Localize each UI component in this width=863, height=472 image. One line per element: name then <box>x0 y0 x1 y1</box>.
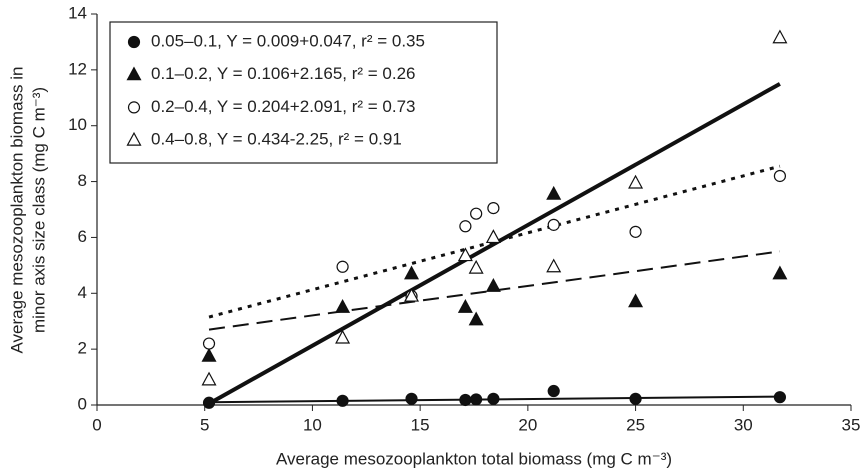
point <box>335 329 351 344</box>
point <box>547 218 560 231</box>
x-tick-label: 10 <box>303 415 322 434</box>
y-tick-label: 4 <box>78 283 87 302</box>
point <box>202 396 216 409</box>
point <box>629 225 642 238</box>
legend-label: 0.1–0.2, Y = 0.106+2.165, r² = 0.26 <box>151 64 416 83</box>
point <box>459 393 472 407</box>
point <box>468 259 484 274</box>
point <box>336 260 349 273</box>
x-tick-label: 35 <box>842 415 861 434</box>
legend: 0.05–0.1, Y = 0.009+0.047, r² = 0.35 0.1–… <box>109 21 498 164</box>
point <box>772 265 788 280</box>
point <box>126 131 142 146</box>
x-tick-label: 5 <box>200 415 209 434</box>
y-tick-label: 6 <box>78 227 87 246</box>
point <box>629 392 642 405</box>
point <box>127 101 141 114</box>
point <box>773 391 787 404</box>
y-tick-label: 2 <box>78 339 87 358</box>
y-axis-title: Average mesozooplankton biomass in minor… <box>7 67 48 354</box>
legend-label: 0.05–0.1, Y = 0.009+0.047, r² = 0.35 <box>151 31 425 50</box>
y-tick-label: 14 <box>68 3 87 22</box>
y-tick-label: 8 <box>78 171 87 190</box>
point <box>468 311 484 326</box>
point <box>127 35 141 49</box>
point <box>487 392 500 405</box>
legend-box <box>109 21 498 164</box>
x-axis-title: Average mesozooplankton total biomass (m… <box>276 449 672 468</box>
point <box>485 229 501 244</box>
point <box>405 392 418 405</box>
x-tick-label: 20 <box>518 415 537 434</box>
legend-label: 0.4–0.8, Y = 0.434-2.25, r² = 0.91 <box>151 130 402 149</box>
point <box>457 298 473 313</box>
point <box>201 371 217 386</box>
point <box>459 220 472 233</box>
point <box>202 337 216 350</box>
x-tick-label: 15 <box>411 415 430 434</box>
y-axis-title-line: minor axis size class (mg C m⁻³) <box>29 87 48 333</box>
point <box>404 287 420 302</box>
y-tick-label: 10 <box>68 115 87 134</box>
point <box>470 207 483 220</box>
point <box>773 169 787 183</box>
y-tick-label: 0 <box>78 394 87 413</box>
point <box>547 384 560 398</box>
point <box>546 258 562 273</box>
y-axis-title-line: Average mesozooplankton biomass in <box>7 67 26 354</box>
fit-line <box>208 164 781 319</box>
y-tick-label: 12 <box>68 59 87 78</box>
point <box>126 66 142 81</box>
point <box>487 202 500 215</box>
point <box>470 393 483 406</box>
x-tick-label: 0 <box>92 415 101 434</box>
x-tick-label: 25 <box>626 415 645 434</box>
point <box>404 265 420 280</box>
point <box>772 29 788 44</box>
fit-line <box>208 82 781 406</box>
point <box>546 185 562 200</box>
point <box>335 298 351 313</box>
point <box>457 247 473 262</box>
legend-label: 0.2–0.4, Y = 0.204+2.091, r² = 0.73 <box>151 97 416 116</box>
point <box>201 347 217 362</box>
x-tick-label: 30 <box>734 415 753 434</box>
point <box>628 174 644 189</box>
point <box>485 278 501 292</box>
point <box>336 394 349 407</box>
point <box>628 293 644 308</box>
